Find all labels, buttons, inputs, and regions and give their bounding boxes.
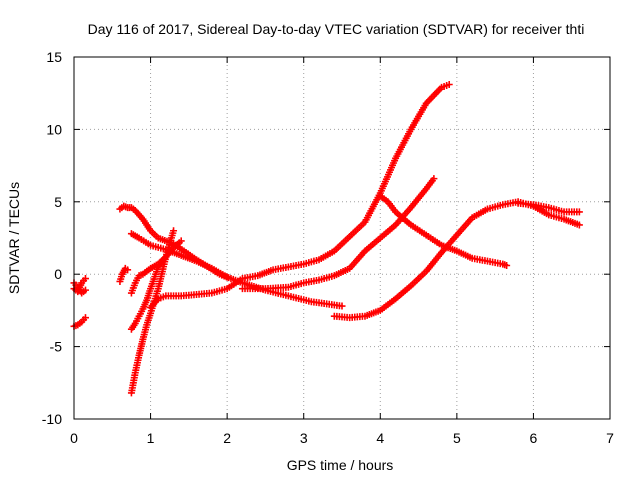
data-point: [81, 286, 89, 294]
x-tick-label: 6: [530, 430, 538, 446]
data-point: [177, 237, 185, 245]
data-point: [223, 273, 231, 281]
data-point: [124, 266, 132, 274]
y-tick-label: -10: [42, 411, 62, 427]
data-point: [503, 262, 511, 270]
x-tick-label: 1: [147, 430, 155, 446]
x-tick-label: 2: [223, 430, 231, 446]
data-point: [575, 221, 583, 229]
series-13: [376, 192, 511, 270]
axis-ticks: [73, 56, 611, 420]
series-11: [238, 175, 438, 293]
y-tick-label: 0: [54, 266, 62, 282]
x-tick-label: 5: [453, 430, 461, 446]
y-tick-label: 5: [54, 194, 62, 210]
tick-labels: 0 1 2 3 4 5 6 7 -10 -5 0 5 10 15: [42, 49, 614, 446]
x-tick-label: 3: [300, 430, 308, 446]
data-point: [81, 314, 89, 322]
data-point: [445, 81, 453, 89]
y-tick-label: 15: [46, 49, 62, 65]
data-point: [81, 275, 89, 283]
x-tick-label: 0: [70, 430, 78, 446]
data-point: [170, 227, 178, 235]
y-tick-label: 10: [46, 121, 62, 137]
series-9: [127, 227, 178, 397]
series-14: [514, 199, 583, 216]
data-point: [338, 302, 346, 310]
y-tick-label: -5: [50, 339, 63, 355]
series-8: [127, 253, 170, 333]
series-4: [116, 264, 132, 285]
x-axis-label: GPS time / hours: [287, 457, 394, 473]
data-points: [70, 81, 583, 397]
series-12: [330, 198, 583, 322]
data-point: [575, 208, 583, 216]
plot-frame: [73, 56, 611, 420]
x-tick-label: 7: [606, 430, 614, 446]
series-10: [147, 81, 453, 312]
y-axis-label: SDTVAR / TECUs: [6, 182, 22, 294]
x-tick-label: 4: [376, 430, 384, 446]
chart-title: Day 116 of 2017, Sidereal Day-to-day VTE…: [88, 21, 585, 37]
data-point: [430, 175, 438, 183]
